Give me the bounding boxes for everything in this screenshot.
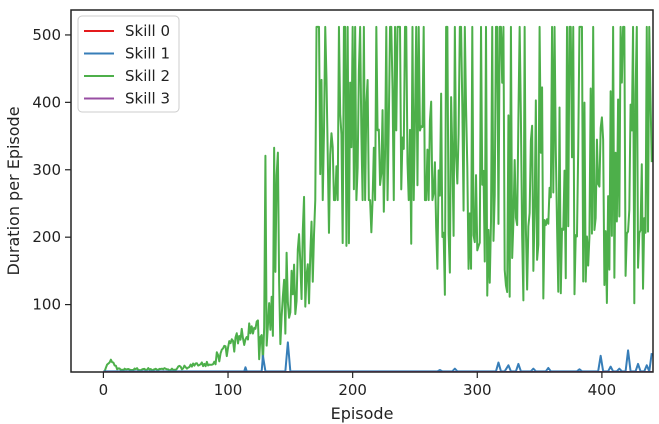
x-tick-label: 200 (338, 381, 367, 399)
legend-label: Skill 2 (125, 67, 170, 85)
x-tick-label: 300 (463, 381, 492, 399)
legend-label: Skill 3 (125, 90, 170, 108)
legend-box (77, 15, 180, 113)
x-axis-label: Episode (331, 404, 394, 423)
legend-label: Skill 1 (125, 45, 170, 63)
x-axis: 0 100 200 300 400 (99, 372, 617, 399)
series-line-skill-2 (103, 25, 653, 372)
y-tick-label: 300 (32, 161, 61, 179)
x-tick-label: 0 (99, 381, 109, 399)
plot-frame (70, 9, 654, 373)
y-tick-label: 200 (32, 228, 61, 246)
y-axis-label: Duration per Episode (4, 106, 23, 275)
series-layer (103, 25, 653, 372)
legend: Skill 0 Skill 1 Skill 2 Skill 3 (77, 15, 180, 113)
x-tick-label: 100 (214, 381, 243, 399)
y-tick-label: 400 (32, 93, 61, 111)
series-line-skill-1 (103, 341, 653, 372)
y-tick-label: 100 (32, 296, 61, 314)
y-axis: 100 200 300 400 500 (32, 26, 71, 314)
legend-label: Skill 0 (125, 22, 170, 40)
x-tick-label: 400 (588, 381, 617, 399)
y-tick-label: 500 (32, 26, 61, 44)
